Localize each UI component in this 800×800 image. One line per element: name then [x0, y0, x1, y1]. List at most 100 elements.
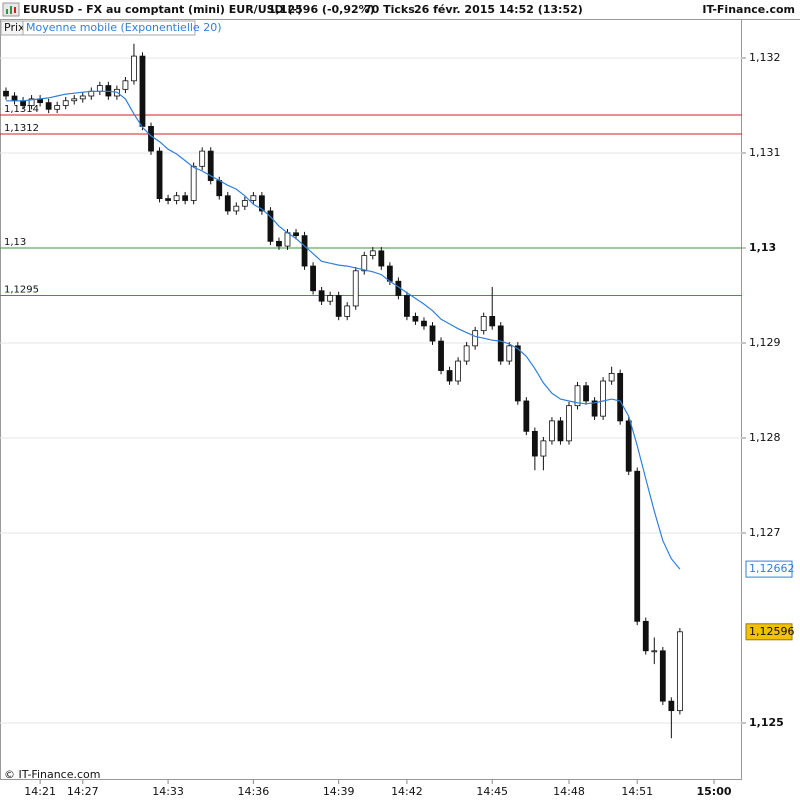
candle-body	[549, 420, 555, 442]
candle-body	[574, 385, 581, 407]
instrument-title: EURUSD - FX au comptant (mini) EUR/USD (…	[23, 3, 302, 16]
candle-body	[369, 250, 376, 257]
candle-body	[676, 631, 683, 712]
candle-body	[241, 200, 248, 207]
x-tick-label: 14:51	[621, 785, 653, 798]
x-tick-label: 14:42	[391, 785, 423, 798]
candle-body	[284, 232, 291, 247]
x-tick-label: 14:21	[24, 785, 56, 798]
candle-body	[438, 340, 444, 371]
moving-average-line	[6, 90, 681, 570]
candle-body	[412, 315, 419, 322]
y-tick-label: 1,13	[749, 241, 776, 254]
candle-body	[429, 325, 436, 342]
plot: 1,1314 1,1312 1,13 1,1295	[0, 43, 742, 739]
candle-body	[216, 180, 223, 197]
candle-body	[361, 255, 368, 272]
candle-body	[233, 205, 240, 212]
logo-bar	[6, 9, 8, 14]
candle-body	[651, 650, 658, 653]
logo-bar	[14, 7, 16, 13]
candle-body	[190, 165, 197, 201]
candle-body	[659, 650, 666, 702]
candle-body	[165, 198, 171, 201]
candle-body	[421, 320, 427, 327]
candle-body	[259, 195, 265, 212]
candle-body	[591, 400, 598, 417]
x-tick-label: 14:27	[67, 785, 99, 798]
candle-body	[642, 620, 649, 652]
candle-body	[455, 360, 461, 382]
candle-body	[514, 345, 521, 402]
candle-body	[224, 195, 231, 212]
candle-body	[668, 700, 675, 712]
x-tick-label: 14:48	[553, 785, 585, 798]
candle-body	[250, 195, 257, 201]
candle-body	[557, 420, 564, 442]
candle-body	[335, 295, 342, 317]
candle-body	[310, 265, 316, 292]
candle-body	[600, 380, 607, 417]
candle-body	[318, 290, 325, 302]
candle-body	[634, 470, 641, 622]
candle-body	[122, 80, 129, 90]
candle-body	[566, 405, 572, 442]
x-tick-label: 14:45	[476, 785, 508, 798]
candle-body	[293, 232, 299, 237]
y-tick-label: 1,125	[749, 716, 784, 729]
logo-bar	[10, 6, 12, 14]
candle-body	[54, 105, 61, 110]
footer: © IT-Finance.com	[4, 768, 101, 781]
candle-body	[523, 400, 530, 432]
quote: 1,12596 (-0,92%)	[268, 3, 375, 16]
candle-body	[148, 126, 154, 152]
x-tick-label: 14:39	[323, 785, 355, 798]
candle-body	[497, 325, 504, 362]
candle-body	[404, 295, 410, 317]
level-label: 1,1312	[4, 123, 39, 134]
candle-body	[79, 95, 86, 100]
candle-body	[207, 150, 214, 181]
y-tick-label: 1,128	[749, 431, 781, 444]
price-tag	[745, 623, 793, 641]
candle-body	[71, 98, 78, 102]
candle-body	[608, 372, 615, 382]
candle-body	[301, 235, 308, 267]
candle-body	[173, 195, 180, 201]
x-tick-label: 14:36	[238, 785, 270, 798]
y-tick-label: 1,132	[749, 51, 781, 64]
datetime: 26 févr. 2015 14:52 (13:52)	[414, 3, 583, 16]
candle-body	[583, 385, 589, 402]
candle-body	[3, 90, 9, 97]
y-tick-label: 1,127	[749, 526, 781, 539]
y-tick-label: 1,129	[749, 336, 781, 349]
legend-entry: Moyenne mobile (Exponentielle 20)	[26, 21, 222, 34]
candle-body	[199, 150, 206, 167]
legend-box	[22, 20, 196, 36]
brand: IT-Finance.com	[702, 3, 795, 16]
candle-body	[625, 420, 632, 472]
level-label: 1,13	[4, 237, 26, 248]
candle-body	[11, 95, 18, 102]
candle-body	[62, 100, 69, 106]
candle-body	[386, 265, 393, 282]
candle-body	[45, 102, 52, 110]
candle-body	[28, 98, 35, 106]
candle-body	[472, 330, 479, 347]
level-label: 1,1314	[4, 104, 39, 115]
candle-body	[267, 210, 274, 242]
candle-body	[480, 315, 487, 332]
candle-body	[139, 55, 146, 127]
header: EURUSD - FX au comptant (mini) EUR/USD (…	[2, 2, 795, 17]
candle-body	[20, 100, 26, 106]
candle-body	[276, 240, 282, 247]
candle-body	[156, 150, 163, 200]
candle-body	[327, 295, 334, 302]
y-tick-label: 1,131	[749, 146, 781, 159]
candle-body	[540, 440, 547, 457]
interval: 70 Ticks	[364, 3, 415, 16]
price-tag-label: 1,12596	[749, 625, 795, 638]
